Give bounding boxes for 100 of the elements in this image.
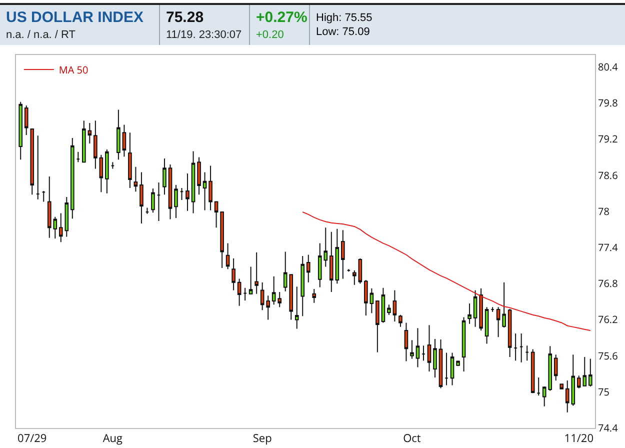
candlestick — [232, 258, 236, 291]
y-tick-label: 75.6 — [598, 348, 618, 362]
text: +0.20 — [256, 28, 285, 42]
candlestick — [530, 348, 535, 394]
candlestick — [416, 328, 420, 368]
y-tick-label: 79.2 — [598, 132, 618, 146]
candlestick — [554, 354, 558, 381]
candlestick — [456, 360, 460, 367]
candlestick — [427, 324, 432, 372]
candlestick — [151, 188, 155, 214]
y-tick-label: 78.6 — [598, 168, 618, 182]
candlestick — [168, 164, 172, 220]
candlestick — [364, 280, 368, 316]
candlestick — [410, 340, 414, 360]
legend-label: MA 50 — [58, 62, 89, 76]
candlestick — [560, 384, 564, 390]
candlestick — [202, 172, 207, 211]
candlestick — [341, 230, 345, 280]
candlestick — [502, 282, 506, 328]
candlestick — [88, 122, 92, 144]
candlestick — [191, 150, 196, 214]
y-tick-label: 74.4 — [598, 420, 618, 434]
candlestick — [514, 333, 518, 362]
candlestick — [180, 187, 184, 200]
candlestick — [381, 287, 386, 324]
candlestick — [260, 282, 264, 311]
candlestick — [105, 148, 109, 194]
candlestick — [214, 201, 218, 228]
candlestick — [473, 290, 478, 328]
x-tick-label: 11/20 — [564, 431, 594, 446]
x-tick-label: Sep — [252, 431, 272, 446]
y-tick-label: 76.2 — [598, 312, 618, 326]
candlestick — [392, 290, 397, 322]
candlestick — [525, 345, 529, 362]
y-tick-label: 76.8 — [598, 276, 618, 290]
candlestick — [376, 300, 380, 353]
candlestick — [266, 295, 270, 320]
candlestick — [588, 358, 592, 387]
y-tick-label: 77.4 — [598, 240, 618, 254]
chart-title: US DOLLAR INDEX — [6, 8, 145, 28]
candlestick — [36, 135, 40, 200]
y-tick-label: 75 — [598, 384, 610, 398]
candlestick — [186, 173, 190, 212]
candlestick — [220, 212, 224, 268]
candlestick — [24, 105, 28, 136]
candlestick — [479, 288, 483, 332]
candlestick — [70, 138, 74, 220]
candlestick — [300, 255, 305, 317]
candlestick — [519, 333, 524, 363]
candlestick — [145, 207, 150, 214]
candlestick — [156, 182, 161, 222]
candlestick — [208, 165, 212, 211]
candlestick — [162, 158, 166, 196]
chart-subtitle: n.a. / n.a. / RT — [6, 28, 76, 42]
x-tick-label: Aug — [102, 431, 123, 446]
y-tick-label: 80.4 — [598, 60, 618, 74]
candlestick — [110, 162, 115, 170]
candlestick — [30, 128, 34, 196]
text: Low: 75.09 — [316, 25, 371, 39]
candlestick — [346, 268, 351, 272]
candlestick — [94, 120, 98, 170]
candlestick — [237, 278, 242, 306]
y-tick-label: 78 — [598, 204, 610, 218]
candlestick — [496, 306, 500, 338]
candlestick — [128, 132, 132, 188]
x-tick-label: Oct — [403, 431, 421, 446]
candlestick — [508, 308, 512, 358]
candlestick — [484, 306, 489, 344]
candlestick — [312, 288, 316, 304]
candlestick — [433, 338, 437, 378]
candlestick — [536, 376, 541, 396]
candlestick — [99, 154, 104, 193]
candlestick — [122, 124, 126, 158]
text: 75.28 — [166, 8, 205, 28]
candlestick — [82, 120, 86, 163]
candlestick — [140, 172, 144, 224]
candlestick — [468, 302, 472, 324]
y-tick-label: 79.8 — [598, 96, 618, 110]
candlestick — [116, 109, 120, 160]
candlestick — [174, 184, 178, 219]
candlestick — [294, 286, 299, 330]
text: High: 75.55 — [316, 11, 372, 25]
candlestick — [387, 304, 391, 316]
candlestick — [438, 339, 443, 389]
candlestick — [248, 266, 253, 294]
candlestick — [254, 252, 258, 294]
candlestick — [462, 316, 466, 372]
candlestick — [76, 151, 80, 163]
candlestick — [370, 288, 374, 314]
candlestick — [422, 345, 426, 362]
candlestick — [490, 306, 494, 312]
candlestick — [226, 242, 230, 270]
candlestick — [398, 314, 402, 328]
x-tick-label: 07/29 — [18, 431, 47, 446]
candlestick — [18, 101, 23, 160]
candlestick — [243, 287, 247, 301]
candlestick — [450, 352, 454, 386]
candlestick — [42, 190, 46, 202]
text: 11/19. 23:30:07 — [166, 28, 243, 42]
line-series — [302, 212, 591, 332]
